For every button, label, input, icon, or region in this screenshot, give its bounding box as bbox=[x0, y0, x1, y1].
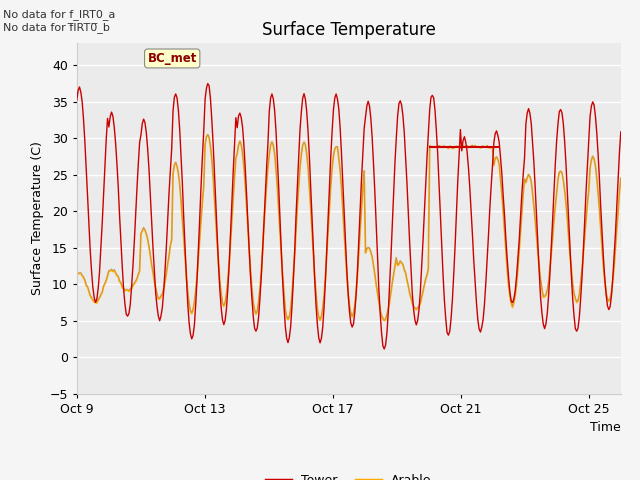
Tower bbox=[565, 216, 573, 222]
Arable bbox=[376, 308, 384, 313]
Arable bbox=[617, 175, 625, 181]
Text: BC_met: BC_met bbox=[147, 52, 197, 65]
Legend: Tower, Arable: Tower, Arable bbox=[261, 469, 436, 480]
Tower bbox=[376, 311, 384, 316]
Arable bbox=[458, 145, 465, 151]
Arable bbox=[256, 286, 264, 292]
Arable bbox=[204, 132, 212, 138]
Title: Surface Temperature: Surface Temperature bbox=[262, 21, 436, 39]
Tower bbox=[380, 346, 388, 352]
Line: Tower: Tower bbox=[77, 84, 621, 349]
Tower bbox=[458, 148, 465, 154]
Tower bbox=[617, 129, 625, 135]
X-axis label: Time: Time bbox=[590, 421, 621, 434]
Line: Arable: Arable bbox=[77, 135, 621, 321]
Text: No data for f_IRT0_a: No data for f_IRT0_a bbox=[3, 9, 116, 20]
Arable bbox=[474, 144, 482, 149]
Arable bbox=[565, 234, 573, 240]
Arable bbox=[73, 271, 81, 277]
Arable bbox=[380, 318, 388, 324]
Tower bbox=[204, 81, 212, 86]
Tower bbox=[73, 97, 81, 103]
Y-axis label: Surface Temperature (C): Surface Temperature (C) bbox=[31, 142, 44, 295]
Tower bbox=[256, 296, 264, 302]
Tower bbox=[474, 316, 482, 322]
Arable bbox=[237, 142, 245, 147]
Text: No data for f̅IRT0̅_b: No data for f̅IRT0̅_b bbox=[3, 22, 110, 33]
Tower bbox=[237, 115, 245, 120]
